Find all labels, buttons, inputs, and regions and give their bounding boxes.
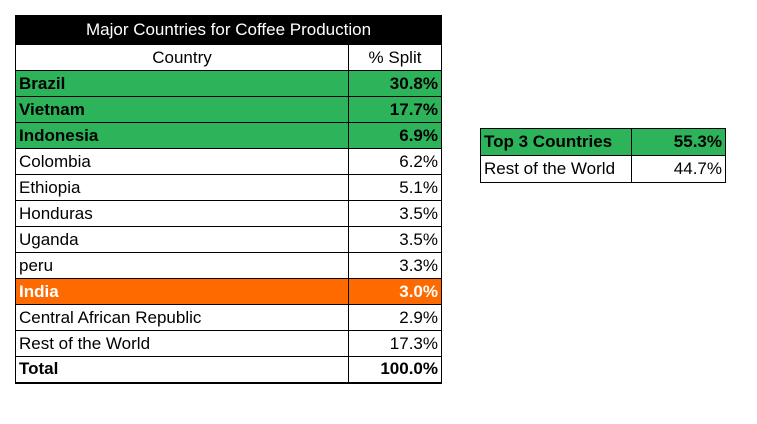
coffee-production-table: Major Countries for Coffee Production Co… <box>15 15 442 384</box>
table-row: peru 3.3% <box>15 252 442 279</box>
table-row: Ethiopia 5.1% <box>15 174 442 201</box>
summary-label[interactable]: Rest of the World <box>480 155 632 183</box>
summary-label[interactable]: Top 3 Countries <box>480 128 632 156</box>
summary-table: Top 3 Countries 55.3% Rest of the World … <box>480 128 726 183</box>
total-row: Total 100.0% <box>15 356 442 384</box>
country-cell[interactable]: Central African Republic <box>15 304 349 331</box>
table-title-row: Major Countries for Coffee Production <box>15 15 442 45</box>
table-row: Colombia 6.2% <box>15 148 442 175</box>
summary-value[interactable]: 55.3% <box>631 128 726 156</box>
country-cell[interactable]: Uganda <box>15 226 349 253</box>
split-cell[interactable]: 17.3% <box>348 330 442 357</box>
country-cell[interactable]: Vietnam <box>15 96 349 123</box>
split-cell[interactable]: 2.9% <box>348 304 442 331</box>
country-cell[interactable]: peru <box>15 252 349 279</box>
country-cell[interactable]: India <box>15 278 349 305</box>
table-row: Brazil 30.8% <box>15 70 442 97</box>
summary-value[interactable]: 44.7% <box>631 155 726 183</box>
header-country[interactable]: Country <box>15 44 349 71</box>
table-row: Honduras 3.5% <box>15 200 442 227</box>
table-row: Indonesia 6.9% <box>15 122 442 149</box>
split-cell[interactable]: 3.5% <box>348 200 442 227</box>
split-cell[interactable]: 17.7% <box>348 96 442 123</box>
split-cell[interactable]: 30.8% <box>348 70 442 97</box>
split-cell[interactable]: 3.0% <box>348 278 442 305</box>
table-title[interactable]: Major Countries for Coffee Production <box>15 15 442 45</box>
country-cell[interactable]: Indonesia <box>15 122 349 149</box>
country-cell[interactable]: Brazil <box>15 70 349 97</box>
country-cell[interactable]: Colombia <box>15 148 349 175</box>
split-cell[interactable]: 3.5% <box>348 226 442 253</box>
split-cell[interactable]: 5.1% <box>348 174 442 201</box>
table-row: Central African Republic 2.9% <box>15 304 442 331</box>
total-value[interactable]: 100.0% <box>348 356 442 384</box>
total-label[interactable]: Total <box>15 356 349 384</box>
country-cell[interactable]: Honduras <box>15 200 349 227</box>
split-cell[interactable]: 6.2% <box>348 148 442 175</box>
summary-row: Top 3 Countries 55.3% <box>480 128 726 156</box>
header-split[interactable]: % Split <box>348 44 442 71</box>
split-cell[interactable]: 6.9% <box>348 122 442 149</box>
table-row: India 3.0% <box>15 278 442 305</box>
country-cell[interactable]: Ethiopia <box>15 174 349 201</box>
summary-row: Rest of the World 44.7% <box>480 155 726 183</box>
country-cell[interactable]: Rest of the World <box>15 330 349 357</box>
table-row: Vietnam 17.7% <box>15 96 442 123</box>
table-row: Uganda 3.5% <box>15 226 442 253</box>
split-cell[interactable]: 3.3% <box>348 252 442 279</box>
table-row: Rest of the World 17.3% <box>15 330 442 357</box>
table-header-row: Country % Split <box>15 44 442 71</box>
